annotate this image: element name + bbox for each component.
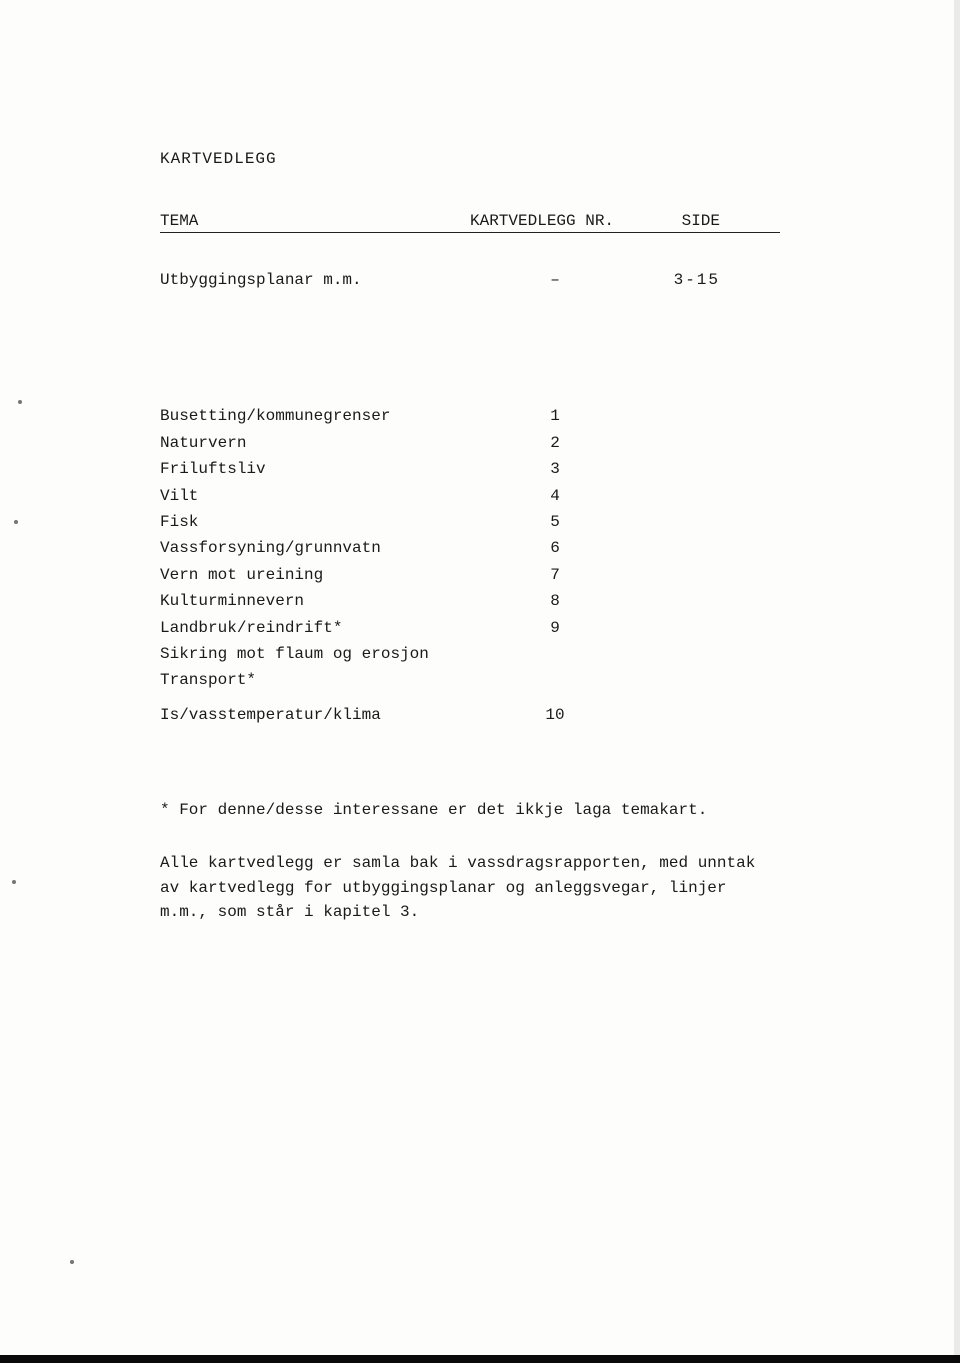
- table-row: Vern mot ureining7: [160, 562, 780, 588]
- table-row: Landbruk/reindrift*9: [160, 615, 780, 641]
- cell-nr: 5: [470, 509, 640, 535]
- table-row: Friluftsliv3: [160, 456, 780, 482]
- table-row: Sikring mot flaum og erosjon: [160, 641, 780, 667]
- cell-side: [640, 430, 720, 456]
- table-row: Utbyggingsplanar m.m. – 3-15: [160, 267, 780, 293]
- spacer: [160, 823, 780, 851]
- cell-side: [640, 667, 720, 693]
- col-header-nr: KARTVEDLEGG NR.: [470, 212, 640, 230]
- cell-nr: [470, 667, 640, 693]
- scan-speck: [18, 400, 22, 404]
- scan-edge-bottom: [0, 1355, 960, 1363]
- table-row: Naturvern2: [160, 430, 780, 456]
- cell-side: [640, 535, 720, 561]
- body-paragraph: Alle kartvedlegg er samla bak i vassdrag…: [160, 851, 780, 925]
- cell-tema: Vilt: [160, 483, 470, 509]
- cell-nr: 4: [470, 483, 640, 509]
- cell-nr: 3: [470, 456, 640, 482]
- table-row: Kulturminnevern8: [160, 588, 780, 614]
- cell-tema: Utbyggingsplanar m.m.: [160, 267, 470, 293]
- table-row: Vilt4: [160, 483, 780, 509]
- cell-side: [640, 562, 720, 588]
- cell-side: [640, 588, 720, 614]
- cell-tema: Sikring mot flaum og erosjon: [160, 641, 470, 667]
- cell-side: [640, 509, 720, 535]
- cell-tema: Transport*: [160, 667, 470, 693]
- cell-nr: 6: [470, 535, 640, 561]
- col-header-side: SIDE: [640, 212, 720, 230]
- col-header-tema: TEMA: [160, 212, 470, 230]
- cell-side: [640, 403, 720, 429]
- cell-nr: [470, 641, 640, 667]
- cell-side: [640, 702, 720, 728]
- cell-nr: 7: [470, 562, 640, 588]
- cell-tema: Landbruk/reindrift*: [160, 615, 470, 641]
- page-title: KARTVEDLEGG: [160, 150, 780, 168]
- cell-side: 3-15: [640, 267, 720, 293]
- table-row: Transport*: [160, 667, 780, 693]
- cell-tema: Friluftsliv: [160, 456, 470, 482]
- scan-edge-right: [954, 0, 960, 1363]
- table-body: Busetting/kommunegrenser1Naturvern2Frilu…: [160, 403, 780, 728]
- spacer: [160, 728, 780, 798]
- footnote: * For denne/desse interessane er det ikk…: [160, 798, 780, 823]
- spacer: [160, 293, 780, 403]
- cell-tema: Fisk: [160, 509, 470, 535]
- cell-nr: –: [470, 267, 640, 293]
- cell-side: [640, 641, 720, 667]
- cell-tema: Is/vasstemperatur/klima: [160, 702, 470, 728]
- table-row: Busetting/kommunegrenser1: [160, 403, 780, 429]
- cell-side: [640, 483, 720, 509]
- table-row: Vassforsyning/grunnvatn6: [160, 535, 780, 561]
- scan-speck: [12, 880, 16, 884]
- spacer: [160, 694, 780, 702]
- cell-tema: Vern mot ureining: [160, 562, 470, 588]
- table-row: Is/vasstemperatur/klima10: [160, 702, 780, 728]
- scan-speck: [70, 1260, 74, 1264]
- table-header: TEMA KARTVEDLEGG NR. SIDE: [160, 212, 780, 233]
- cell-nr: 9: [470, 615, 640, 641]
- document-content: KARTVEDLEGG TEMA KARTVEDLEGG NR. SIDE Ut…: [160, 150, 780, 925]
- table-row: Fisk5: [160, 509, 780, 535]
- cell-tema: Busetting/kommunegrenser: [160, 403, 470, 429]
- cell-side: [640, 456, 720, 482]
- scanned-page: KARTVEDLEGG TEMA KARTVEDLEGG NR. SIDE Ut…: [0, 0, 960, 1363]
- scan-speck: [14, 520, 18, 524]
- cell-nr: 2: [470, 430, 640, 456]
- cell-nr: 8: [470, 588, 640, 614]
- cell-tema: Naturvern: [160, 430, 470, 456]
- cell-tema: Kulturminnevern: [160, 588, 470, 614]
- cell-nr: 10: [470, 702, 640, 728]
- cell-tema: Vassforsyning/grunnvatn: [160, 535, 470, 561]
- cell-side: [640, 615, 720, 641]
- cell-nr: 1: [470, 403, 640, 429]
